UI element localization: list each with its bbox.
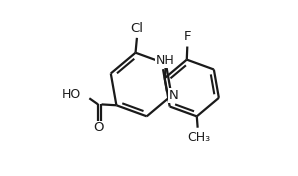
Text: N: N (169, 89, 179, 102)
Text: Cl: Cl (131, 22, 143, 35)
Text: NH: NH (156, 54, 175, 67)
Text: CH₃: CH₃ (187, 131, 210, 144)
Text: HO: HO (62, 88, 81, 101)
Text: F: F (184, 30, 191, 43)
Text: O: O (93, 121, 103, 134)
